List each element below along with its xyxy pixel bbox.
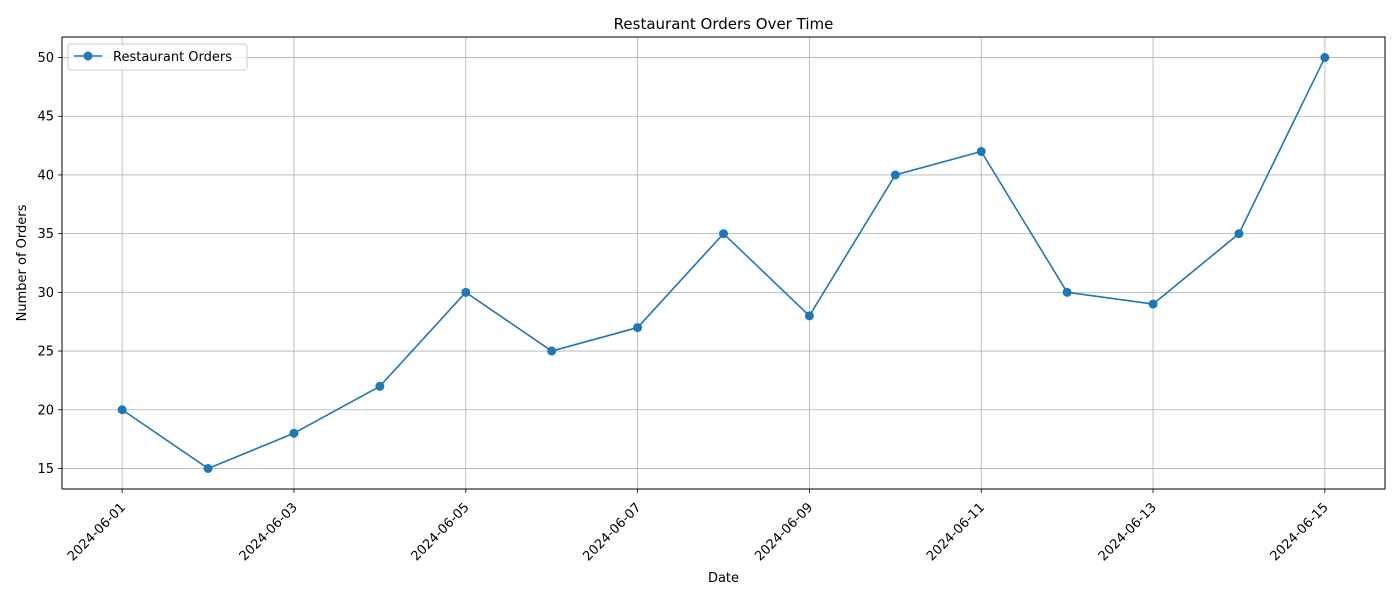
data-point (1320, 53, 1330, 63)
y-tick-label: 40 (37, 168, 54, 183)
data-point (633, 323, 643, 333)
data-point (976, 146, 986, 156)
y-tick-label: 50 (37, 51, 54, 66)
plot-area-frame (61, 36, 1386, 490)
data-point (719, 229, 728, 239)
data-point (203, 463, 213, 473)
data-point (1148, 299, 1158, 309)
y-tick-label: 25 (37, 345, 54, 360)
data-point (1234, 229, 1244, 239)
data-point (890, 170, 900, 180)
y-tick-label: 45 (37, 110, 54, 125)
data-point (289, 428, 299, 438)
legend-label: Restaurant Orders (113, 50, 232, 65)
data-point (1062, 287, 1072, 297)
y-axis-label: Number of Orders (15, 204, 30, 321)
y-tick-label: 20 (37, 403, 54, 418)
x-axis-label: Date (708, 571, 739, 586)
chart-title: Restaurant Orders Over Time (614, 15, 834, 33)
legend-box (67, 43, 248, 71)
data-point (804, 311, 814, 321)
data-point (461, 287, 471, 297)
data-series (117, 53, 1330, 473)
y-tick-label: 35 (37, 227, 54, 242)
legend-marker-swatch (83, 51, 93, 61)
y-tick-label: 30 (37, 286, 54, 301)
data-point (117, 405, 127, 415)
data-point (375, 381, 385, 391)
y-tick-label: 15 (37, 462, 54, 477)
data-point (547, 346, 557, 356)
legend: Restaurant Orders (67, 43, 248, 71)
